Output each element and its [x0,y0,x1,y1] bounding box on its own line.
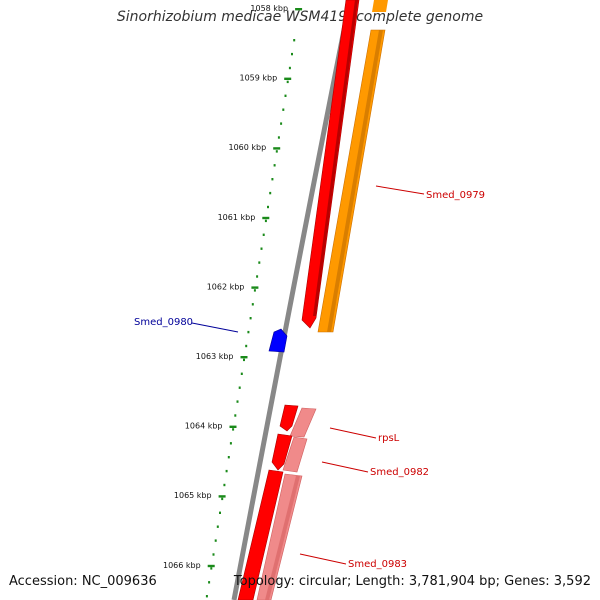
ruler-tick-label: 1065 kbp [174,491,212,500]
gene-smed-0980[interactable] [268,328,288,353]
gene-smed-0983[interactable] [237,469,284,600]
label-leader-smed-0983 [299,553,347,565]
ruler-dot [291,52,293,56]
label-leader-smed-0979 [375,185,425,195]
ruler-dot [267,205,269,209]
ruler-tick-label: 1062 kbp [207,282,245,291]
gene-smed-0982[interactable] [271,433,293,471]
gene-smed-0982-light [282,436,308,473]
ruler-tick [251,286,259,289]
ruler-dot [271,178,274,181]
map-title: Sinorhizobium medicae WSM419, complete g… [116,9,484,25]
ruler-dot [240,372,243,375]
gene-smed-0979-shade [327,30,383,332]
ruler-tick [240,356,248,359]
ruler-dot [219,511,221,514]
label-smed-0979[interactable]: Smed_0979 [426,190,485,201]
ruler-dot [234,414,237,417]
ruler-tick-label: 1066 kbp [163,561,201,570]
ruler-dot [262,233,265,236]
gene-smed-0979-top-stub [372,0,388,12]
ruler-dot [229,442,232,445]
ruler-dots [205,39,296,598]
ruler-dot [225,469,228,473]
ruler-dot [286,80,289,84]
ruler-dot [277,136,280,139]
ruler-dot [208,581,211,584]
ruler-dot [205,595,208,598]
ruler-tick [262,216,270,220]
genome-stats: Topology: circular; Length: 3,781,904 bp… [233,574,591,589]
ruler-dot [251,303,254,306]
ruler-dot [212,553,215,556]
ruler-tick-label: 1064 kbp [185,422,223,431]
ruler-dot [256,275,259,278]
gene-rpsl-light [289,407,317,438]
label-smed-0980[interactable]: Smed_0980 [134,317,193,328]
label-smed-0982[interactable]: Smed_0982 [370,467,429,478]
ruler-dot [227,456,230,459]
ruler-tick-label: 1058 kbp [250,4,288,13]
ruler-dot [245,344,248,348]
ruler-dot [223,483,226,487]
ruler-dot [275,150,278,153]
label-rpsl[interactable]: rpsL [378,433,400,444]
ruler-ticks: 1058 kbp 1059 kbp 1060 kbp 1061 kbp 1062 kbp… [163,4,303,570]
ruler-dot [258,261,261,264]
gene-smed-0979-cds-highlight [313,0,358,316]
ruler-dot [249,317,252,320]
ruler-tick [218,495,226,498]
ruler-tick [229,425,237,428]
ruler-dot [214,539,217,542]
ruler-tick-label: 1061 kbp [218,213,256,222]
ruler-dot [273,164,276,167]
ruler-dot [284,94,287,97]
ruler-dot [221,497,224,501]
label-leader-rpsl [329,427,377,439]
ruler-dot [293,39,296,42]
ruler-tick-label: 1063 kbp [196,352,234,361]
label-leader-smed-0982 [321,461,369,473]
ruler-tick [295,8,303,11]
ruler-tick-label: 1059 kbp [239,74,277,83]
ruler-dot [264,219,267,223]
gene-smed-0983-light-edge [265,476,300,600]
ruler-dot [260,247,263,250]
ruler-tick [207,564,215,568]
ruler-dot [216,525,219,528]
ruler-dot [253,289,256,292]
label-smed-0983[interactable]: Smed_0983 [348,559,407,570]
gene-rpsl[interactable] [279,404,299,432]
genome-backbone [231,0,353,600]
ruler-dot [238,386,241,389]
ruler-dot [236,400,239,403]
ruler-dot [243,358,245,362]
ruler-dot [247,330,250,334]
accession-label: Accession: NC_009636 [9,574,157,589]
ruler-dot [282,108,285,111]
ruler-tick [273,147,281,150]
ruler-tick-label: 1060 kbp [228,143,266,152]
ruler-dot [280,122,283,125]
ruler-dot [288,66,291,70]
ruler-dot [269,191,272,195]
ruler-dot [210,567,213,570]
ruler-tick [284,77,292,80]
label-leader-smed-0980 [191,322,239,333]
ruler-dot [232,428,235,431]
